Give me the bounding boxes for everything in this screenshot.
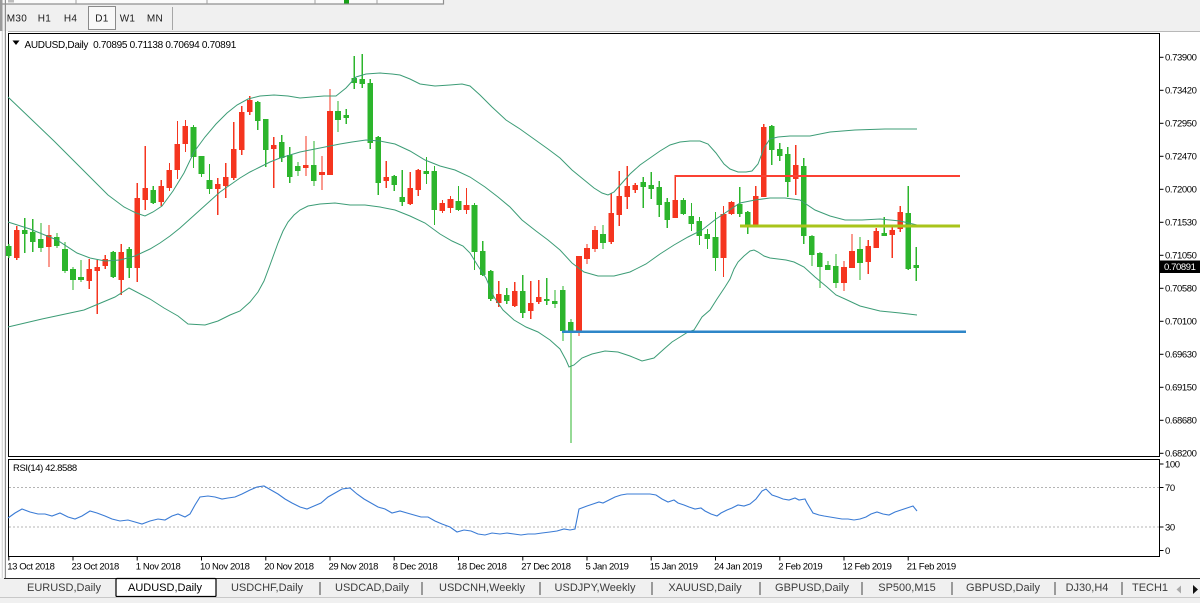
svg-text:15 Jan 2019: 15 Jan 2019 xyxy=(650,562,698,573)
svg-text:2 Feb 2019: 2 Feb 2019 xyxy=(778,562,822,573)
svg-text:1 Nov 2018: 1 Nov 2018 xyxy=(136,562,181,573)
svg-text:0.69150: 0.69150 xyxy=(1165,383,1197,394)
svg-text:21 Feb 2019: 21 Feb 2019 xyxy=(907,562,956,573)
svg-text:0.71050: 0.71050 xyxy=(1165,251,1197,262)
svg-text:M30: M30 xyxy=(7,14,27,25)
svg-text:XAUUSD,Daily: XAUUSD,Daily xyxy=(668,582,742,594)
svg-text:0.70100: 0.70100 xyxy=(1165,317,1197,328)
svg-text:10 Nov 2018: 10 Nov 2018 xyxy=(200,562,250,573)
svg-text:0.70580: 0.70580 xyxy=(1165,284,1197,295)
svg-text:W1: W1 xyxy=(120,14,136,25)
svg-text:H1: H1 xyxy=(38,14,52,25)
svg-text:5 Jan 2019: 5 Jan 2019 xyxy=(586,562,629,573)
svg-text:0.68680: 0.68680 xyxy=(1165,416,1197,427)
svg-text:AUDUSD,Daily 0.70895 0.71138: AUDUSD,Daily 0.70895 0.71138 0.70694 0.7… xyxy=(25,40,237,51)
svg-text:USDCNH,Weekly: USDCNH,Weekly xyxy=(439,582,525,594)
svg-text:RSI(14) 42.8588: RSI(14) 42.8588 xyxy=(13,463,77,474)
svg-text:0.68200: 0.68200 xyxy=(1165,449,1197,460)
svg-text:USDJPY,Weekly: USDJPY,Weekly xyxy=(555,582,636,594)
svg-text:DJ30,H4: DJ30,H4 xyxy=(1066,582,1109,594)
svg-text:18 Dec 2018: 18 Dec 2018 xyxy=(457,562,507,573)
svg-text:30: 30 xyxy=(1165,522,1175,533)
svg-text:0.73420: 0.73420 xyxy=(1165,86,1197,97)
svg-text:0.69630: 0.69630 xyxy=(1165,350,1197,361)
svg-text:13 Oct 2018: 13 Oct 2018 xyxy=(7,562,54,573)
svg-text:EURUSD,Daily: EURUSD,Daily xyxy=(27,582,101,594)
svg-text:0.72470: 0.72470 xyxy=(1165,152,1197,163)
svg-text:0.73900: 0.73900 xyxy=(1165,53,1197,64)
svg-text:0: 0 xyxy=(1165,546,1170,557)
svg-text:0.71530: 0.71530 xyxy=(1165,218,1197,229)
svg-text:MN: MN xyxy=(147,14,163,25)
svg-text:SP500,M15: SP500,M15 xyxy=(878,582,935,594)
svg-text:70: 70 xyxy=(1165,483,1175,494)
svg-text:8 Dec 2018: 8 Dec 2018 xyxy=(393,562,438,573)
svg-text:23 Oct 2018: 23 Oct 2018 xyxy=(72,562,119,573)
svg-text:24 Jan 2019: 24 Jan 2019 xyxy=(714,562,762,573)
svg-text:AUDUSD,Daily: AUDUSD,Daily xyxy=(128,582,202,594)
svg-text:D1: D1 xyxy=(95,14,109,25)
svg-text:0.70891: 0.70891 xyxy=(1164,262,1196,273)
svg-text:100: 100 xyxy=(1165,459,1180,470)
svg-text:GBPUSD,Daily: GBPUSD,Daily xyxy=(966,582,1040,594)
svg-text:H4: H4 xyxy=(64,14,78,25)
svg-text:29 Nov 2018: 29 Nov 2018 xyxy=(329,562,379,573)
svg-text:USDCAD,Daily: USDCAD,Daily xyxy=(335,582,409,594)
svg-text:USDCHF,Daily: USDCHF,Daily xyxy=(231,582,304,594)
svg-text:12 Feb 2019: 12 Feb 2019 xyxy=(843,562,892,573)
svg-text:GBPUSD,Daily: GBPUSD,Daily xyxy=(775,582,849,594)
svg-text:TECH1: TECH1 xyxy=(1132,582,1168,594)
svg-text:20 Nov 2018: 20 Nov 2018 xyxy=(264,562,314,573)
svg-text:27 Dec 2018: 27 Dec 2018 xyxy=(521,562,571,573)
svg-text:0.72000: 0.72000 xyxy=(1165,185,1197,196)
svg-text:0.72950: 0.72950 xyxy=(1165,119,1197,130)
